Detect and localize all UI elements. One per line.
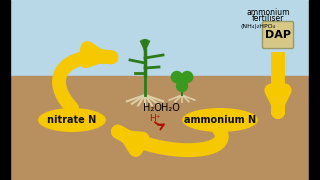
- Bar: [309, 0, 320, 180]
- Text: H₂O: H₂O: [161, 103, 180, 113]
- Text: nitrate N: nitrate N: [47, 115, 97, 125]
- Text: H₂O: H₂O: [143, 103, 161, 113]
- Text: ammonium N: ammonium N: [184, 115, 256, 125]
- Text: (NH₄)₂HPO₄: (NH₄)₂HPO₄: [240, 24, 276, 29]
- Text: H⁺: H⁺: [149, 114, 161, 123]
- Circle shape: [178, 76, 186, 84]
- Bar: [0, 76, 320, 180]
- Ellipse shape: [182, 108, 258, 132]
- Ellipse shape: [38, 108, 106, 132]
- Text: ammonium: ammonium: [246, 8, 290, 17]
- Bar: [0, 0, 320, 76]
- Circle shape: [182, 71, 193, 82]
- Text: fertiliser: fertiliser: [252, 14, 284, 23]
- FancyBboxPatch shape: [262, 21, 293, 48]
- Text: DAP: DAP: [265, 30, 291, 40]
- Circle shape: [177, 80, 188, 91]
- Bar: [0, 0, 10, 180]
- Circle shape: [171, 71, 182, 82]
